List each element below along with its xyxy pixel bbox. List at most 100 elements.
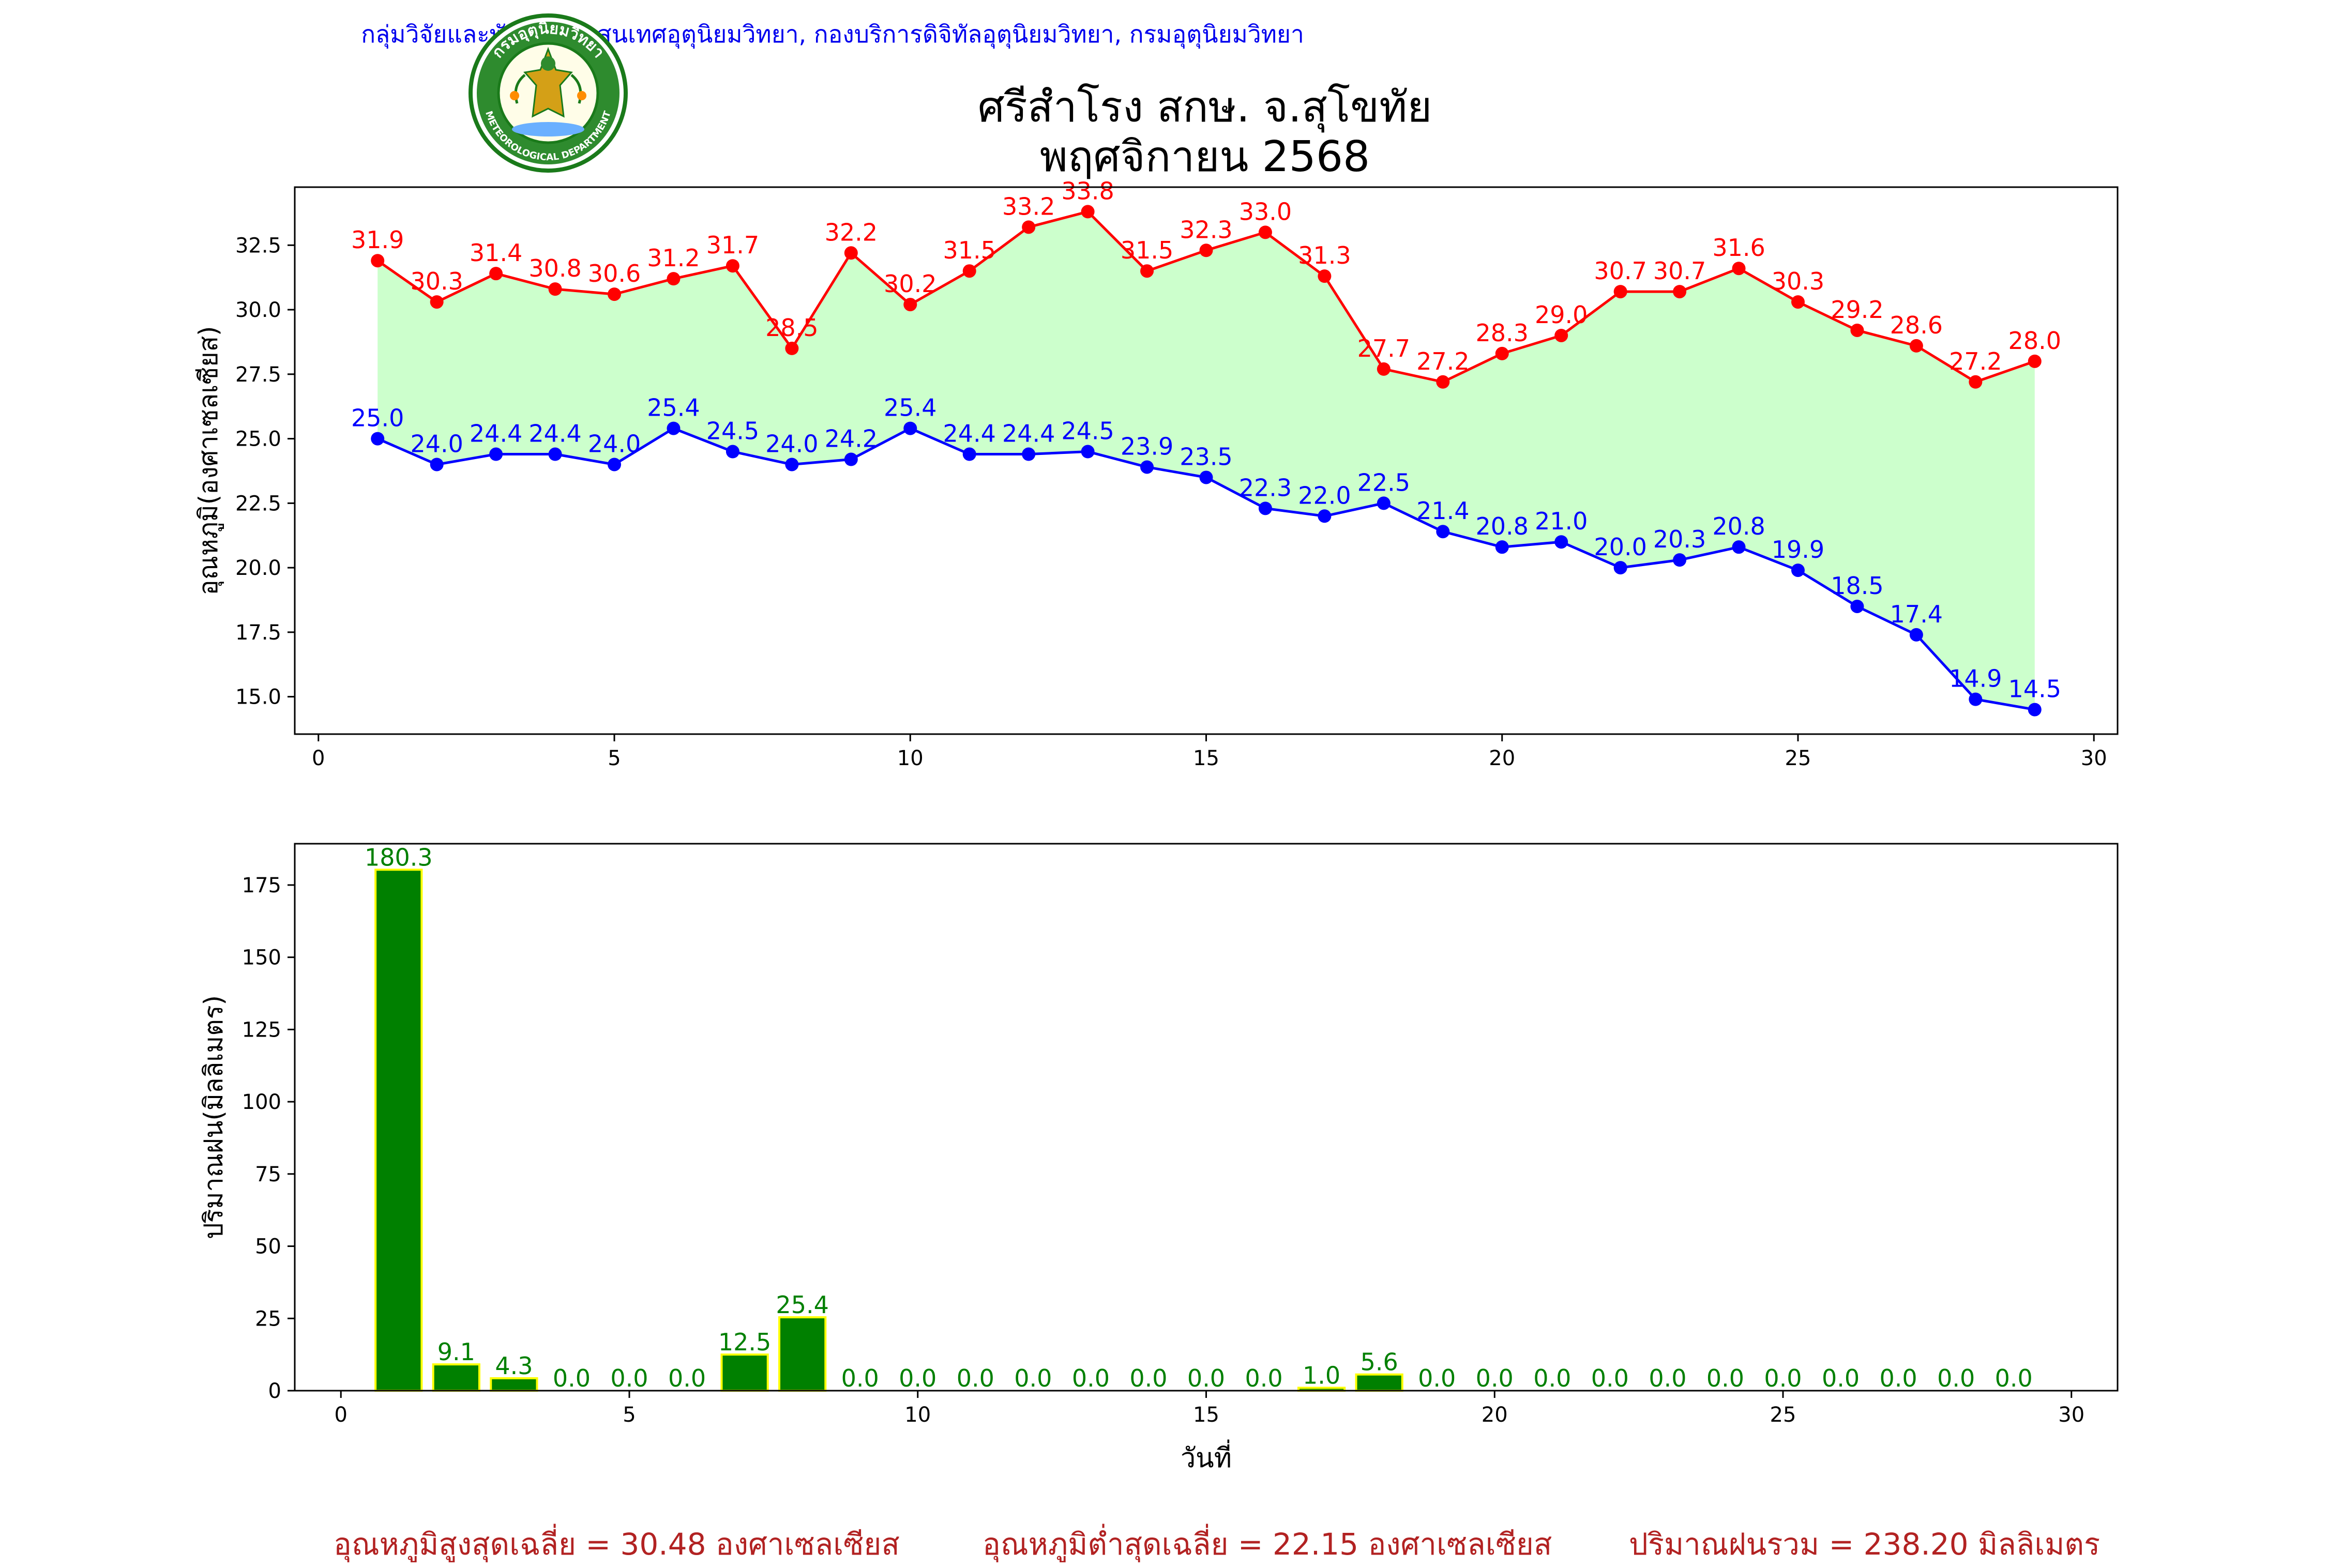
rainfall-bar-label: 0.0 (1476, 1364, 1514, 1392)
rainfall-bar-label: 0.0 (841, 1364, 879, 1392)
rainfall-x-tick-label: 15 (1193, 1403, 1219, 1427)
max-temperature-label: 31.3 (1298, 241, 1351, 269)
max-temperature-label: 30.6 (588, 260, 641, 287)
rainfall-bar-label: 0.0 (899, 1364, 936, 1392)
max-temperature-label: 27.2 (1949, 347, 2002, 375)
max-temperature-label: 30.7 (1653, 257, 1706, 285)
min-temperature-label: 20.0 (1594, 533, 1646, 561)
min-temperature-point (1258, 501, 1272, 515)
max-temperature-point (1850, 323, 1864, 337)
chart-title: ศรีสำโรง สกษ. จ.สุโขทัย พฤศจิกายน 2568 (0, 83, 2327, 182)
rainfall-bar-label: 0.0 (957, 1364, 994, 1392)
min-temperature-point (962, 447, 976, 461)
rainfall-bar-label: 0.0 (610, 1364, 648, 1392)
rainfall-bar-label: 1.0 (1303, 1361, 1340, 1389)
rainfall-bar-label: 4.3 (495, 1352, 533, 1380)
min-temperature-label: 24.5 (706, 417, 759, 445)
avg-max-temperature: อุณหภูมิสูงสุดเฉลี่ย = 30.48 องศาเซลเซีย… (334, 1527, 900, 1562)
max-temperature-label: 30.3 (410, 267, 463, 295)
max-temperature-label: 28.6 (1890, 311, 1943, 339)
temperature-x-tick-label: 25 (1785, 747, 1811, 770)
rainfall-y-tick-label: 50 (255, 1235, 281, 1259)
temperature-x-tick-label: 20 (1489, 747, 1515, 770)
rainfall-x-tick-label: 0 (335, 1403, 347, 1427)
rainfall-bar (778, 1316, 827, 1392)
temperature-y-tick-label: 22.5 (235, 492, 281, 515)
min-temperature-point (1140, 460, 1154, 474)
min-temperature-label: 24.0 (765, 430, 818, 458)
min-temperature-label: 17.4 (1890, 600, 1943, 628)
temperature-y-tick-label: 17.5 (235, 621, 281, 645)
rainfall-x-axis-label: วันที่ (1181, 1439, 1232, 1474)
rainfall-x-tick-label: 5 (623, 1403, 636, 1427)
rainfall-bar-label: 0.0 (1072, 1364, 1110, 1392)
max-temperature-point (1140, 264, 1154, 278)
min-temperature-point (489, 447, 503, 461)
min-temperature-label: 14.9 (1949, 665, 2002, 693)
rainfall-bar-label: 0.0 (1418, 1364, 1456, 1392)
meteorological-department-seal-icon: กรมอุตุนิยมวิทยา METEOROLOGICAL DEPARTME… (468, 13, 628, 173)
max-temperature-point (1554, 328, 1568, 342)
max-temperature-point (1613, 285, 1627, 299)
min-temperature-point (608, 458, 622, 471)
min-temperature-point (1436, 525, 1450, 539)
rainfall-x-tick-label: 10 (904, 1403, 931, 1427)
rainfall-x-tick-label: 25 (1770, 1403, 1796, 1427)
rainfall-y-tick-label: 150 (242, 946, 281, 970)
rainfall-bar (374, 869, 423, 1392)
max-temperature-point (962, 264, 976, 278)
min-temperature-point (1199, 470, 1213, 484)
min-temperature-label: 24.5 (1061, 417, 1114, 445)
max-temperature-point (785, 341, 799, 355)
rainfall-y-tick-label: 0 (268, 1379, 281, 1403)
rainfall-y-tick-label: 100 (242, 1090, 281, 1114)
min-temperature-point (371, 432, 385, 446)
min-temperature-point (1850, 599, 1864, 613)
max-temperature-point (667, 272, 681, 286)
max-temperature-label: 30.7 (1594, 257, 1646, 285)
max-temperature-label: 32.3 (1180, 216, 1232, 243)
min-temperature-label: 18.5 (1831, 572, 1883, 600)
min-temperature-point (1613, 561, 1627, 575)
temperature-y-tick-label: 27.5 (235, 363, 281, 387)
temperature-x-tick-label: 0 (312, 747, 325, 770)
min-temperature-label: 14.5 (2008, 675, 2061, 703)
max-temperature-point (489, 267, 503, 281)
max-temperature-point (726, 259, 739, 273)
temperature-x-tick-label: 5 (608, 747, 621, 770)
max-temperature-label: 31.5 (1121, 236, 1173, 264)
max-temperature-point (2028, 354, 2042, 368)
max-temperature-point (608, 287, 622, 301)
rainfall-y-tick-label: 75 (255, 1163, 281, 1186)
rainfall-bar-label: 9.1 (437, 1338, 475, 1366)
chart-title-station: ศรีสำโรง สกษ. จ.สุโขทัย (977, 83, 1432, 132)
rainfall-bar (720, 1353, 769, 1392)
min-temperature-label: 24.4 (943, 420, 995, 448)
rainfall-bar (432, 1363, 480, 1392)
min-temperature-point (1909, 628, 1923, 642)
min-temperature-label: 24.4 (470, 420, 522, 448)
min-temperature-point (1791, 564, 1805, 577)
min-temperature-label: 24.0 (410, 430, 463, 458)
rainfall-x-tick-label: 20 (1482, 1403, 1508, 1427)
max-temperature-point (1318, 269, 1332, 283)
rainfall-bar-label: 0.0 (553, 1364, 591, 1392)
max-temperature-label: 31.7 (706, 231, 759, 259)
rainfall-bar (1355, 1373, 1403, 1392)
min-temperature-point (1081, 445, 1095, 459)
min-temperature-label: 20.8 (1476, 512, 1529, 540)
min-temperature-label: 24.4 (528, 420, 581, 448)
rainfall-bar-label: 180.3 (365, 843, 433, 871)
max-temperature-label: 31.6 (1712, 234, 1765, 262)
min-temperature-point (903, 421, 917, 435)
rainfall-y-tick-label: 175 (242, 874, 281, 897)
max-temperature-label: 31.9 (351, 226, 404, 254)
temperature-y-tick-label: 20.0 (235, 556, 281, 580)
max-temperature-label: 28.3 (1476, 319, 1529, 347)
min-temperature-point (726, 445, 739, 459)
rainfall-bar-label: 0.0 (1995, 1364, 2033, 1392)
max-temperature-point (1673, 285, 1687, 299)
min-temperature-label: 21.4 (1416, 497, 1469, 525)
max-temperature-label: 31.2 (647, 244, 700, 272)
